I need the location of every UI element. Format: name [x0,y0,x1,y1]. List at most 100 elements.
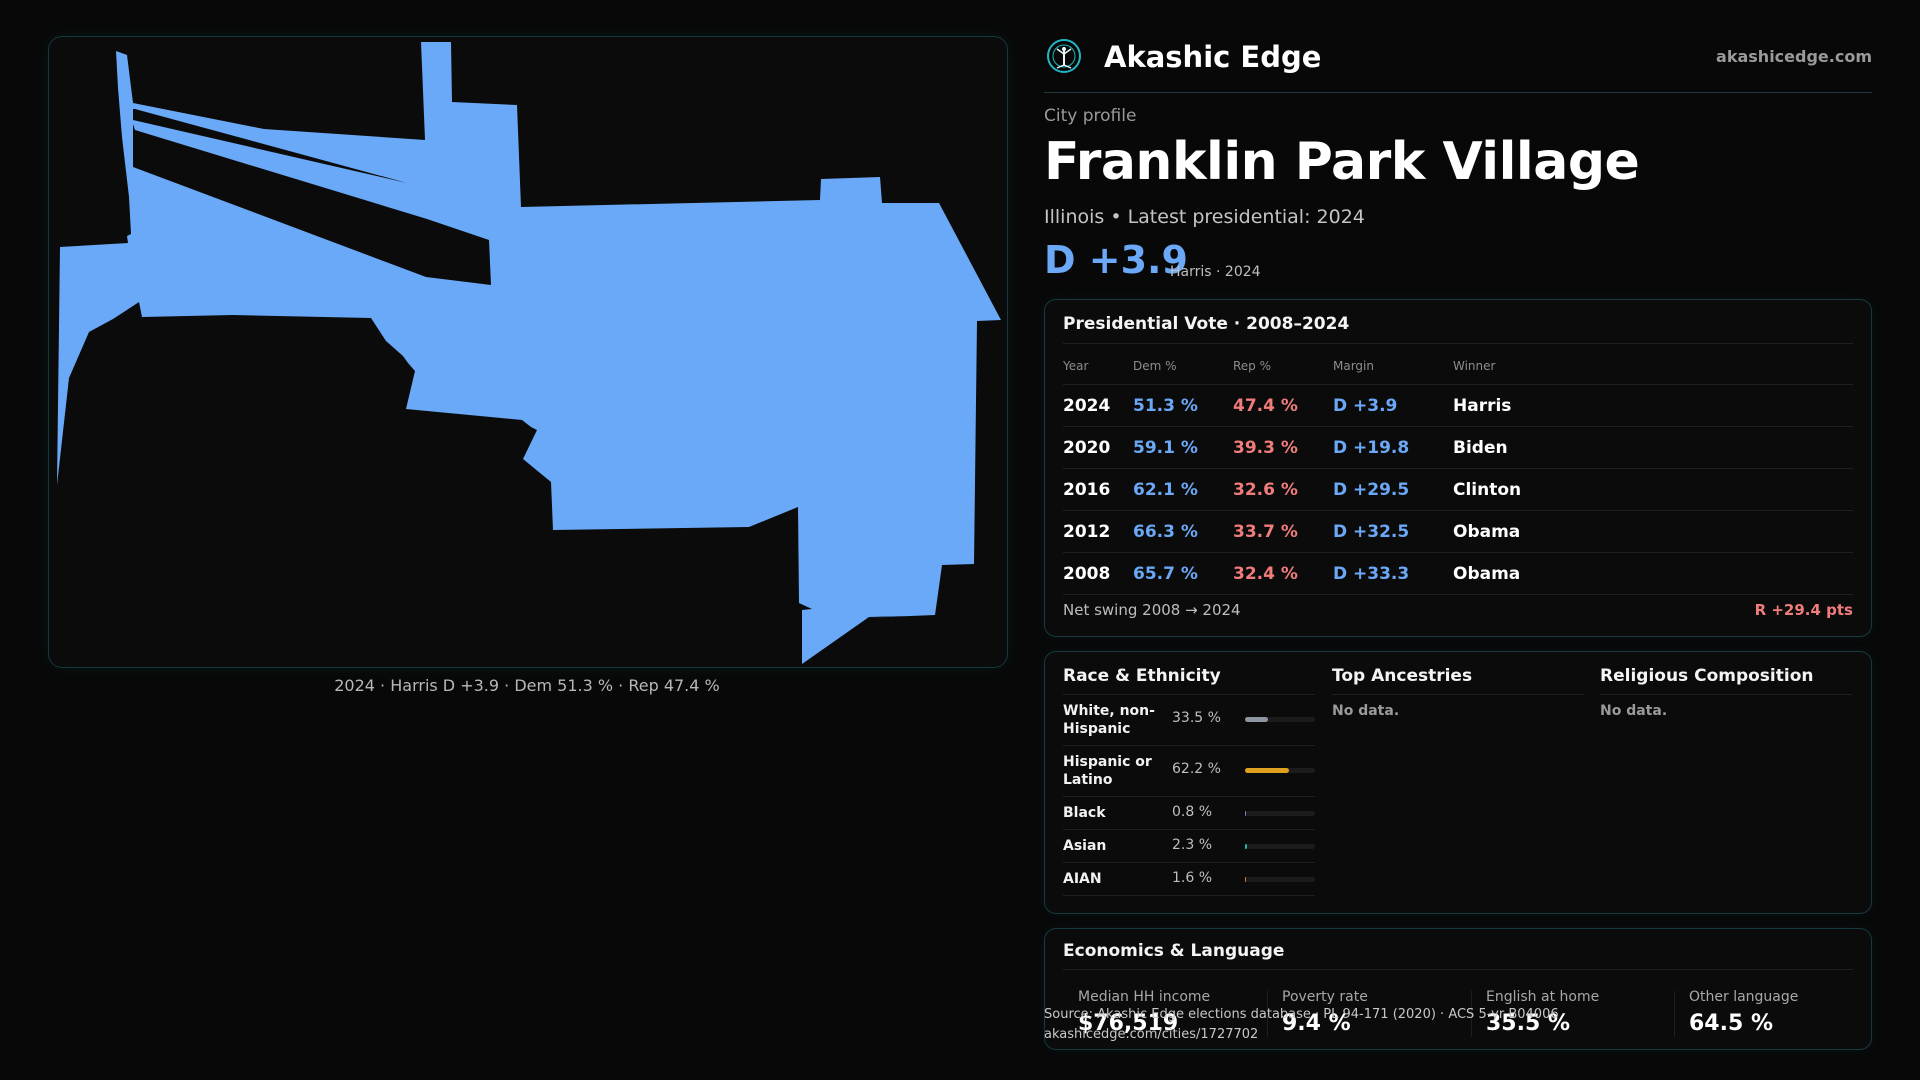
race-label: Hispanic or Latino [1063,754,1152,788]
demographics-card: Race & Ethnicity White, non-Hispanic 33.… [1044,651,1872,914]
race-bar-fill [1245,717,1269,722]
vote-card-title: Presidential Vote · 2008–2024 [1063,314,1350,334]
row-margin: D +33.3 [1333,552,1453,595]
race-row: Hispanic or Latino 62.2 % [1063,746,1315,797]
row-rep: 47.4 % [1233,384,1333,427]
table-row: 2020 59.1 % 39.3 % D +19.8 Biden [1063,426,1853,469]
race-bar [1245,877,1315,882]
race-bar [1245,844,1315,849]
divider [1063,343,1853,344]
row-dem: 62.1 % [1133,468,1233,511]
row-year: 2020 [1063,426,1133,469]
vote-table-header: Year Dem % Rep % Margin Winner [1063,348,1853,385]
row-year: 2008 [1063,552,1133,595]
brand-header: Akashic Edge akashicedge.com [1044,34,1872,93]
row-winner: Clinton [1453,468,1853,511]
race-label: Black [1063,805,1106,821]
table-row: 2012 66.3 % 33.7 % D +32.5 Obama [1063,510,1853,553]
row-rep: 39.3 % [1233,426,1333,469]
religion-title: Religious Composition [1600,666,1852,695]
col-margin: Margin [1333,348,1453,385]
race-pct: 62.2 % [1172,761,1221,777]
race-row: AIAN 1.6 % [1063,863,1315,896]
row-dem: 65.7 % [1133,552,1233,595]
race-ethnicity-section: Race & Ethnicity White, non-Hispanic 33.… [1063,666,1315,896]
col-dem: Dem % [1133,348,1233,385]
stat-median-income: Median HH income $76,519 [1078,989,1268,1041]
stat-label: Other language [1689,989,1799,1005]
race-row: White, non-Hispanic 33.5 % [1063,695,1315,746]
stat-value: $76,519 [1078,1011,1179,1036]
race-list: White, non-Hispanic 33.5 % Hispanic or L… [1063,695,1315,896]
table-row: 2016 62.1 % 32.6 % D +29.5 Clinton [1063,468,1853,511]
race-label: White, non-Hispanic [1063,703,1155,737]
row-margin: D +32.5 [1333,510,1453,553]
race-bar-fill [1245,811,1247,816]
race-pct: 33.5 % [1172,710,1221,726]
ancestries-empty: No data. [1332,703,1400,719]
city-boundary-map[interactable] [48,36,1008,668]
race-label: Asian [1063,838,1107,854]
presidential-vote-card: Presidential Vote · 2008–2024 Year Dem %… [1044,299,1872,637]
ancestries-section: Top Ancestries No data. [1332,666,1584,719]
row-winner: Harris [1453,384,1853,427]
source-citation: Source: Akashic Edge elections database … [1044,1007,1559,1022]
row-year: 2024 [1063,384,1133,427]
stat-other-language: Other language 64.5 % [1689,989,1879,1041]
table-row: 2008 65.7 % 32.4 % D +33.3 Obama [1063,552,1853,595]
table-row: 2024 51.3 % 47.4 % D +3.9 Harris [1063,384,1853,427]
vote-table: Year Dem % Rep % Margin Winner 2024 51.3… [1063,348,1853,595]
stat-value: 9.4 % [1282,1011,1351,1036]
race-row: Asian 2.3 % [1063,830,1315,863]
map-caption: 2024 · Harris D +3.9 · Dem 51.3 % · Rep … [334,676,720,695]
race-bar-fill [1245,844,1247,849]
stat-value: 35.5 % [1486,1011,1570,1036]
row-year: 2012 [1063,510,1133,553]
race-pct: 1.6 % [1172,870,1213,886]
race-bar [1245,717,1315,722]
stat-label: English at home [1486,989,1600,1005]
race-row: Black 0.8 % [1063,797,1315,830]
source-url[interactable]: akashicedge.com/cities/1727702 [1044,1027,1259,1042]
ancestries-title: Top Ancestries [1332,666,1584,695]
row-margin: D +29.5 [1333,468,1453,511]
source-footer: Source: Akashic Edge elections database … [1044,1005,1559,1045]
page-title: Franklin Park Village [1044,132,1640,192]
row-rep: 32.4 % [1233,552,1333,595]
race-bar-fill [1245,877,1247,882]
race-label: AIAN [1063,871,1102,887]
row-dem: 51.3 % [1133,384,1233,427]
tree-of-life-icon[interactable] [1046,38,1082,74]
stat-english-at-home: English at home 35.5 % [1486,989,1676,1041]
row-margin: D +3.9 [1333,384,1453,427]
race-bar-fill [1245,768,1289,773]
race-title: Race & Ethnicity [1063,666,1315,695]
row-dem: 59.1 % [1133,426,1233,469]
col-rep: Rep % [1233,348,1333,385]
divider [1471,991,1472,1037]
latest-margin-note: Harris · 2024 [1170,264,1261,280]
row-winner: Obama [1453,510,1853,553]
stat-poverty-rate: Poverty rate 9.4 % [1282,989,1472,1041]
page-subtitle: Illinois • Latest presidential: 2024 [1044,206,1365,228]
stat-label: Median HH income [1078,989,1211,1005]
row-year: 2016 [1063,468,1133,511]
row-rep: 33.7 % [1233,510,1333,553]
row-winner: Biden [1453,426,1853,469]
brand-url-link[interactable]: akashicedge.com [1716,47,1872,66]
race-bar [1245,768,1315,773]
page-eyebrow: City profile [1044,106,1137,126]
city-boundary-shape [57,42,1001,664]
divider [1267,991,1268,1037]
race-pct: 2.3 % [1172,837,1213,853]
col-year: Year [1063,348,1133,385]
city-profile-panel: Akashic Edge akashicedge.com City profil… [1044,0,1872,1080]
race-pct: 0.8 % [1172,804,1213,820]
latest-margin: D +3.9 [1044,238,1188,282]
row-margin: D +19.8 [1333,426,1453,469]
net-swing-value: R +29.4 pts [1754,601,1853,619]
econ-title: Economics & Language [1063,941,1285,961]
net-swing-label: Net swing 2008 → 2024 [1063,601,1241,619]
row-winner: Obama [1453,552,1853,595]
brand-name[interactable]: Akashic Edge [1104,40,1322,74]
